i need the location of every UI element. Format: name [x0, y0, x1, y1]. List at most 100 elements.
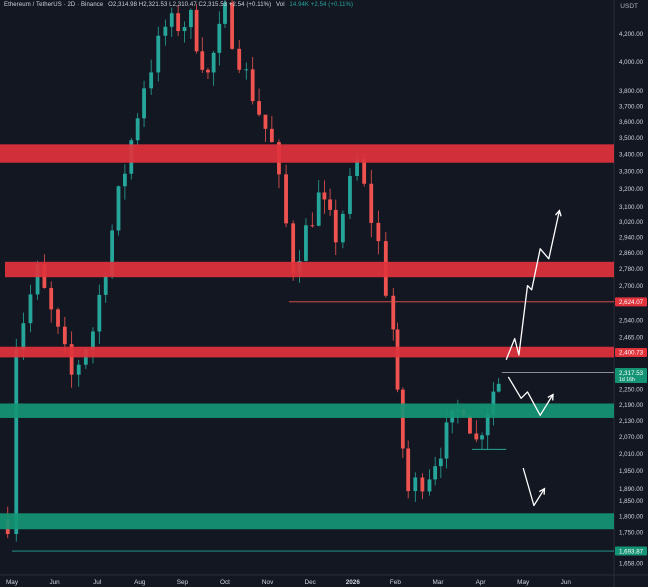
x-tick-label: Nov [262, 579, 274, 586]
y-tick-label: 3,200.00 [619, 186, 644, 193]
candle-body-63 [420, 477, 425, 492]
candle-body-19 [135, 118, 140, 141]
candle-body-75 [491, 391, 496, 415]
candle-body-9 [69, 344, 74, 375]
y-tick-label: 2,860.00 [619, 250, 644, 257]
candle-body-56 [376, 222, 381, 242]
candle-body-54 [362, 159, 367, 184]
resistance-zone-1 [5, 261, 614, 278]
y-tick-label: 2,190.00 [619, 402, 644, 409]
candle-body-22 [156, 35, 161, 73]
candle-body-73 [480, 435, 484, 440]
candle-body-36 [244, 69, 249, 71]
candle-body-37 [250, 69, 255, 102]
candle-body-66 [438, 458, 443, 467]
candle-body-53 [355, 159, 359, 176]
candle-body-8 [62, 326, 67, 345]
candle-body-6 [49, 287, 54, 310]
price-tag-label-3: 1,693.87 [619, 548, 644, 555]
projection-arrow-0 [505, 210, 561, 361]
price-tag-2 [615, 368, 647, 384]
y-tick-label: 2,070.00 [619, 434, 644, 441]
candle-body-2 [21, 323, 26, 350]
candle-body-74 [485, 414, 490, 436]
time-axis[interactable]: May Jun Jul Aug Sep Oct Nov Dec 2026 Feb Mar Apr May… [6, 579, 571, 586]
candle-body-71 [468, 415, 472, 434]
candle-body-17 [122, 173, 127, 187]
candle-body-45 [304, 225, 308, 261]
candle-body-65 [433, 466, 438, 480]
y-tick-label: 2,130.00 [619, 418, 644, 425]
volume-label: Vol [275, 2, 285, 8]
projection-arrow-1 [507, 376, 554, 416]
support-zone-1 [0, 513, 614, 530]
y-tick-label: 4,000.00 [619, 59, 644, 66]
candle-body-26 [182, 27, 187, 32]
projection-arrow-2 [522, 467, 546, 507]
y-tick-label: 3,600.00 [619, 119, 644, 126]
x-tick-label: Oct [220, 579, 230, 586]
x-tick-label: Apr [476, 579, 487, 586]
candle-body-35 [237, 48, 242, 70]
price-tag-0 [615, 297, 647, 307]
candle-body-16 [116, 186, 121, 231]
y-tick-label: 1,950.00 [619, 468, 644, 475]
y-tick-label: 2,250.00 [619, 387, 644, 394]
candle-body-21 [149, 72, 154, 89]
candle-body-43 [291, 223, 296, 273]
candle-body-38 [257, 101, 261, 115]
x-tick-label: May [517, 579, 530, 586]
candle-body-29 [200, 51, 205, 70]
price-tag-3 [615, 546, 647, 556]
price-tag-label-2: 2,317.53 [619, 370, 644, 377]
candle-body-25 [176, 13, 181, 32]
candle-body-15 [110, 230, 115, 277]
chart-header: Ethereum / TetherUS · 2D · Binance O2,31… [4, 2, 356, 8]
x-tick-label: Mar [432, 579, 444, 586]
y-tick-label: 3,700.00 [619, 103, 644, 110]
candle-body-39 [263, 114, 268, 129]
y-tick-label: 2,465.00 [619, 335, 644, 342]
x-tick-label: Dec [305, 579, 317, 586]
candle-body-61 [406, 448, 411, 492]
y-tick-label: 4,200.00 [619, 31, 644, 38]
y-tick-label: 2,940.00 [619, 234, 644, 241]
price-tag-countdown: 1d 16h [619, 377, 635, 383]
candle-body-50 [333, 209, 338, 243]
resistance-zone-0 [0, 144, 614, 163]
candle-body-20 [142, 88, 146, 119]
y-tick-label: 2,010.00 [619, 451, 644, 458]
y-tick-label: 2,780.00 [619, 266, 644, 273]
y-tick-label: 3,500.00 [619, 135, 644, 142]
x-tick-label: Jul [93, 579, 101, 586]
symbol-title[interactable]: Ethereum / TetherUS · 2D · Binance [4, 2, 104, 8]
candle-body-64 [427, 479, 432, 492]
y-tick-label: 2,540.00 [619, 318, 644, 325]
y-tick-label: 3,300.00 [619, 169, 644, 176]
price-axis[interactable]: 4,200.00 4,000.00 3,800.00 3,700.00 3,600.00… [615, 31, 647, 567]
candle-body-40 [269, 128, 274, 143]
price-tag-1 [615, 347, 647, 357]
candle-body-4 [35, 264, 40, 295]
horizontal-lines [12, 301, 614, 552]
candle-body-48 [322, 192, 327, 200]
candle-body-67 [444, 422, 449, 459]
candle-body-30 [206, 69, 210, 73]
candle-body-60 [400, 389, 405, 449]
candle-body-13 [97, 294, 102, 332]
candle-body-32 [217, 23, 222, 53]
candle-body-59 [395, 329, 400, 390]
ohlc-values: O2,314.98 H2,321.53 L2,310.47 C2,315.53 … [108, 2, 272, 8]
y-tick-label: 1,890.00 [619, 486, 644, 493]
axis-unit[interactable]: USDT [620, 3, 638, 10]
projection-arrows [505, 209, 562, 507]
x-tick-label: 2026 [346, 579, 361, 586]
candle-body-1 [14, 349, 19, 535]
candle-body-62 [413, 477, 418, 492]
x-tick-label: Jun [561, 579, 572, 586]
candle-body-10 [76, 364, 81, 375]
y-tick-label: 1,750.00 [619, 530, 644, 537]
candle-body-47 [316, 192, 321, 226]
candle-body-49 [328, 199, 332, 210]
